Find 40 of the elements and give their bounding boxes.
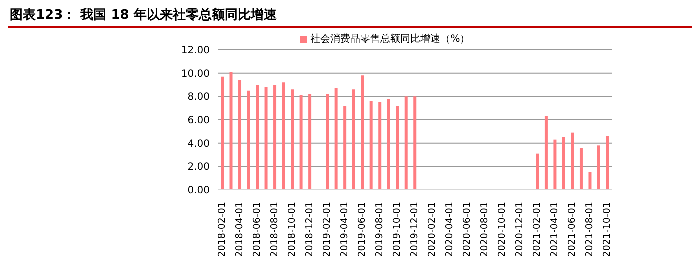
- bar: [247, 90, 250, 190]
- bar: [238, 80, 242, 190]
- bar: [562, 138, 566, 190]
- bar: [404, 96, 408, 190]
- bar: [571, 132, 574, 190]
- bar: [387, 99, 390, 190]
- y-tick-label: 0.00: [188, 186, 210, 197]
- chart-title: 图表123： 我国 18 年以来社零总额同比增速: [8, 8, 692, 28]
- bar: [230, 72, 233, 190]
- y-tick-label: 2.00: [188, 162, 210, 174]
- bar: [300, 96, 303, 190]
- bar: [274, 85, 277, 190]
- bar: [282, 82, 286, 190]
- y-tick-label: 8.00: [188, 92, 210, 104]
- bar: [378, 102, 382, 190]
- bar: [291, 90, 294, 190]
- bar: [588, 172, 592, 190]
- y-tick-label: 6.00: [188, 116, 210, 127]
- bar: [308, 94, 312, 190]
- legend-label: 社会消费品零售总额同比增速（%）: [310, 34, 470, 45]
- bar: [554, 140, 557, 190]
- bar: [352, 90, 356, 190]
- bar: [580, 148, 583, 190]
- y-tick-label: 4.00: [188, 138, 210, 150]
- bar: [221, 76, 224, 190]
- bar: [344, 106, 347, 190]
- y-tick-label: 10.00: [181, 68, 210, 80]
- bar: [536, 154, 540, 190]
- bar: [370, 101, 373, 190]
- bar: [326, 94, 330, 190]
- bar: [264, 87, 268, 190]
- bar: [544, 116, 548, 190]
- bar: [256, 85, 260, 190]
- bar: [597, 146, 600, 190]
- bar: [414, 96, 417, 190]
- bar: [606, 136, 610, 190]
- bar: [334, 88, 338, 190]
- y-tick-label: 12.00: [181, 46, 210, 57]
- bar: [361, 76, 364, 190]
- bar: [396, 106, 400, 190]
